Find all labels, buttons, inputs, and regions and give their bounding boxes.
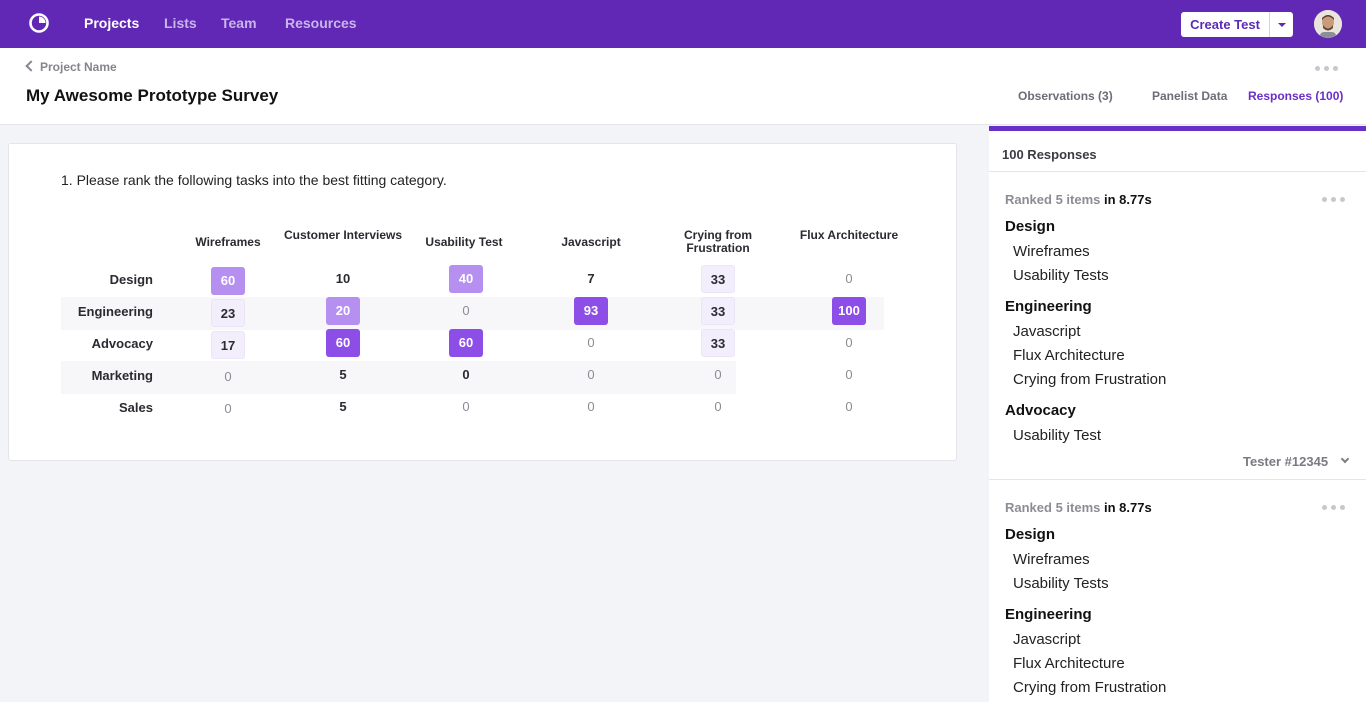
response-item: Wireframes bbox=[1013, 243, 1090, 260]
column-header: Flux Architecture bbox=[799, 228, 899, 242]
matrix-cell: 93 bbox=[574, 297, 608, 325]
response-category: Engineering bbox=[1005, 298, 1092, 315]
matrix-cell: 0 bbox=[462, 399, 470, 414]
matrix-cell: 100 bbox=[832, 297, 866, 325]
response-item: Usability Tests bbox=[1013, 267, 1109, 284]
response-item: Javascript bbox=[1013, 323, 1081, 340]
matrix-cell: 40 bbox=[449, 265, 483, 293]
matrix-cell: 23 bbox=[211, 299, 245, 327]
divider bbox=[989, 479, 1366, 480]
column-header: Usability Test bbox=[425, 235, 503, 249]
matrix-cell: 60 bbox=[449, 329, 483, 357]
matrix-cell: 0 bbox=[587, 367, 595, 382]
question-text: 1. Please rank the following tasks into … bbox=[61, 172, 447, 188]
nav-team[interactable]: Team bbox=[221, 15, 257, 31]
ranked-summary: Ranked 5 items in 8.77s bbox=[1005, 192, 1152, 207]
tab-observations[interactable]: Observations (3) bbox=[1018, 89, 1113, 103]
column-header: Javascript bbox=[561, 235, 621, 249]
user-avatar[interactable] bbox=[1314, 10, 1342, 38]
row-stripe bbox=[61, 297, 884, 330]
breadcrumb[interactable]: Project Name bbox=[40, 60, 117, 74]
nav-resources[interactable]: Resources bbox=[285, 15, 357, 31]
matrix-cell: 5 bbox=[339, 367, 347, 382]
matrix-cell: 33 bbox=[701, 329, 735, 357]
response-more-icon[interactable] bbox=[1322, 197, 1345, 202]
ranked-summary: Ranked 5 items in 8.77s bbox=[1005, 500, 1152, 515]
more-options-icon[interactable] bbox=[1315, 66, 1338, 71]
divider bbox=[989, 171, 1366, 172]
matrix-cell: 60 bbox=[211, 267, 245, 295]
row-label: Marketing bbox=[91, 368, 153, 383]
matrix-cell: 33 bbox=[701, 265, 735, 293]
create-test-dropdown-button[interactable] bbox=[1269, 12, 1293, 37]
question-card: 1. Please rank the following tasks into … bbox=[8, 143, 957, 461]
create-test-button[interactable]: Create Test bbox=[1181, 12, 1269, 37]
matrix-cell: 10 bbox=[335, 271, 351, 286]
response-item: Flux Architecture bbox=[1013, 655, 1125, 672]
response-item: Crying from Frustration bbox=[1013, 679, 1167, 696]
matrix-cell: 0 bbox=[845, 399, 853, 414]
chevron-left-icon[interactable] bbox=[25, 60, 37, 72]
row-label: Advocacy bbox=[91, 336, 153, 351]
tab-panelist-data[interactable]: Panelist Data bbox=[1152, 89, 1228, 103]
response-item: Usability Tests bbox=[1013, 575, 1109, 592]
tab-responses[interactable]: Responses (100) bbox=[1248, 89, 1344, 103]
matrix-cell: 0 bbox=[845, 271, 853, 286]
matrix-cell: 0 bbox=[714, 399, 722, 414]
response-category: Design bbox=[1005, 218, 1056, 235]
matrix-cell: 0 bbox=[587, 399, 595, 414]
row-label: Design bbox=[109, 272, 153, 287]
matrix-cell: 0 bbox=[714, 367, 722, 382]
response-item: Usability Test bbox=[1013, 427, 1102, 444]
tester-id[interactable]: Tester #12345 bbox=[1243, 454, 1329, 469]
response-more-icon[interactable] bbox=[1322, 505, 1345, 510]
chevron-down-icon[interactable] bbox=[1340, 454, 1350, 464]
matrix-cell: 0 bbox=[462, 367, 470, 382]
row-label: Engineering bbox=[77, 304, 153, 319]
column-header: Crying from Frustration bbox=[683, 228, 752, 255]
response-category: Engineering bbox=[1005, 606, 1092, 623]
matrix-cell: 0 bbox=[224, 401, 232, 416]
responses-count: 100 Responses bbox=[1002, 147, 1097, 162]
matrix-cell: 0 bbox=[845, 367, 853, 382]
row-stripe bbox=[61, 361, 736, 394]
column-header: Customer Interviews bbox=[283, 228, 403, 242]
top-nav: Projects Lists Team Resources Create Tes… bbox=[0, 0, 1366, 48]
responses-panel: 100 Responses Ranked 5 items in 8.77s De… bbox=[989, 126, 1366, 702]
matrix-cell: 0 bbox=[462, 303, 470, 318]
matrix-cell: 60 bbox=[326, 329, 360, 357]
column-header: Wireframes bbox=[195, 235, 261, 249]
response-item: Wireframes bbox=[1013, 551, 1090, 568]
response-item: Javascript bbox=[1013, 631, 1081, 648]
response-category: Advocacy bbox=[1005, 402, 1076, 419]
matrix-cell: 5 bbox=[339, 399, 347, 414]
response-item: Flux Architecture bbox=[1013, 347, 1125, 364]
matrix-cell: 17 bbox=[211, 331, 245, 359]
matrix-cell: 7 bbox=[587, 271, 595, 286]
page-header: Project Name My Awesome Prototype Survey… bbox=[0, 48, 1366, 125]
nav-lists[interactable]: Lists bbox=[164, 15, 197, 31]
matrix-cell: 0 bbox=[587, 335, 595, 350]
matrix-cell: 0 bbox=[224, 369, 232, 384]
matrix-cell: 0 bbox=[845, 335, 853, 350]
app-logo-icon[interactable] bbox=[28, 12, 50, 34]
nav-projects[interactable]: Projects bbox=[84, 15, 140, 31]
matrix-cell: 33 bbox=[701, 297, 735, 325]
page-title: My Awesome Prototype Survey bbox=[26, 86, 279, 105]
matrix-cell: 20 bbox=[326, 297, 360, 325]
row-label: Sales bbox=[119, 400, 153, 415]
response-category: Design bbox=[1005, 526, 1056, 543]
response-item: Crying from Frustration bbox=[1013, 371, 1167, 388]
